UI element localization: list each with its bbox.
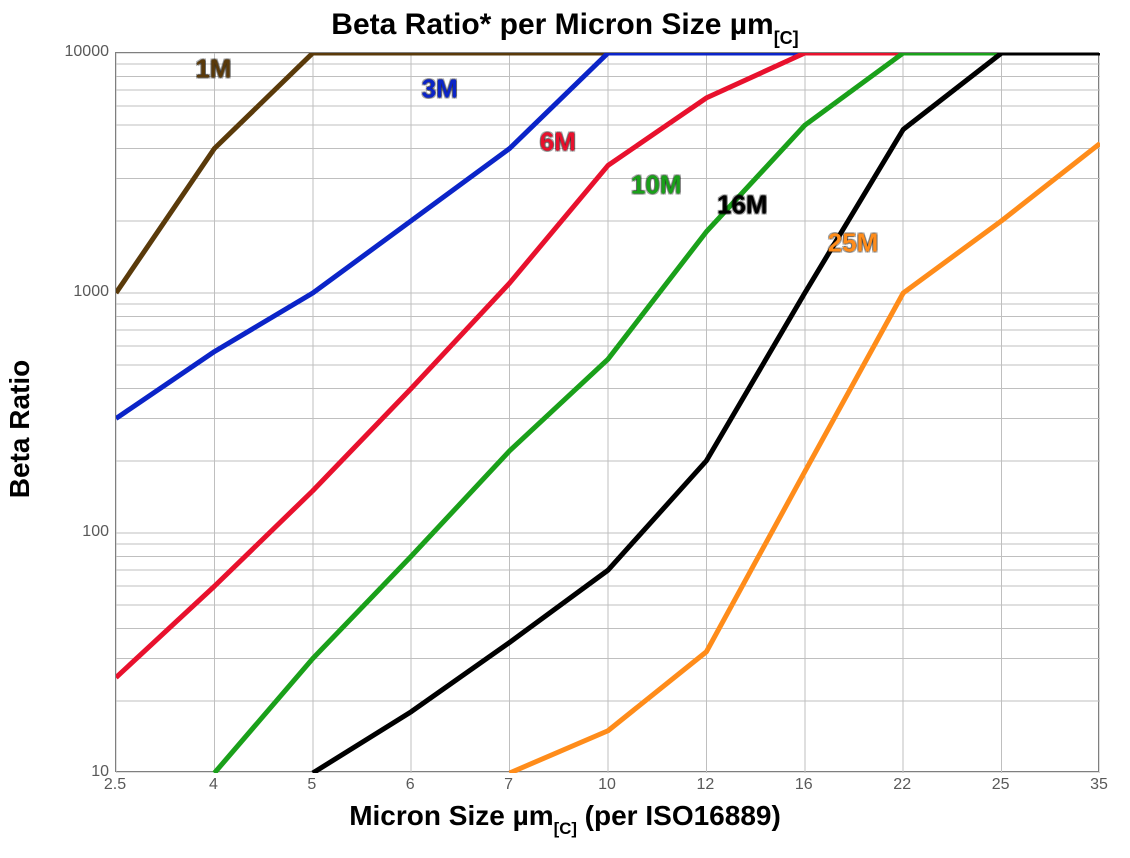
series-label-25M: 25M [828, 228, 879, 259]
y-axis-label: Beta Ratio [4, 360, 36, 498]
title-sub: [C] [774, 28, 799, 48]
series-label-10M: 10M [631, 169, 682, 200]
chart-container: Beta Ratio* per Micron Size µm[C] Beta R… [0, 0, 1130, 858]
series-label-3M: 3M [422, 74, 458, 105]
xlabel-pre: Micron Size µm [349, 800, 553, 831]
y-tick-label: 100 [82, 523, 115, 541]
x-tick-label: 22 [893, 776, 911, 794]
xlabel-sub: [C] [554, 819, 577, 838]
series-label-6M: 6M [540, 127, 576, 158]
x-tick-label: 4 [209, 776, 218, 794]
x-tick-label: 5 [307, 776, 316, 794]
y-tick-label: 10 [91, 763, 115, 781]
gridlines [116, 53, 1100, 773]
series-line-10M [214, 53, 1100, 773]
plot-area [115, 52, 1099, 772]
x-tick-label: 6 [406, 776, 415, 794]
x-tick-label: 25 [992, 776, 1010, 794]
y-tick-label: 10000 [65, 43, 116, 61]
series-label-1M: 1M [195, 53, 231, 84]
plot-svg [116, 53, 1100, 773]
x-tick-label: 16 [795, 776, 813, 794]
x-tick-label: 35 [1090, 776, 1108, 794]
xlabel-post: (per ISO16889) [577, 800, 781, 831]
series-label-16M: 16M [717, 190, 768, 221]
x-axis-label: Micron Size µm[C] (per ISO16889) [0, 800, 1130, 837]
x-tick-label: 12 [696, 776, 714, 794]
chart-title: Beta Ratio* per Micron Size µm[C] [0, 8, 1130, 46]
title-text: Beta Ratio* per Micron Size µm [331, 8, 773, 41]
x-tick-label: 10 [598, 776, 616, 794]
x-tick-label: 7 [504, 776, 513, 794]
y-tick-label: 1000 [73, 283, 115, 301]
